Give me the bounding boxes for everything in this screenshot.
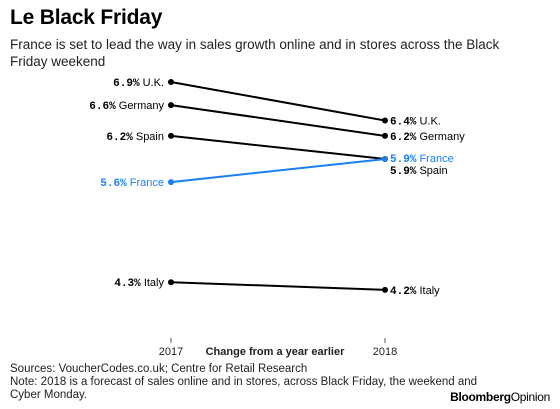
point-2017-germany [168, 102, 174, 109]
x-tick-label-2018: 2018 [373, 346, 397, 358]
point-2018-france [382, 156, 388, 162]
label-2018-italy: 4.2% Italy [390, 285, 440, 298]
chart-title: Le Black Friday [10, 6, 163, 29]
footer: Sources: VoucherCodes.co.uk; Centre for … [10, 363, 478, 402]
series-line-germany [170, 104, 386, 137]
forecast-note-line-1: Note: 2018 is a forecast of sales online… [10, 376, 478, 388]
point-2017-u-k [168, 79, 174, 85]
point-2017-italy [168, 279, 174, 286]
series-line-u-k [170, 81, 386, 122]
series-line-italy [170, 281, 386, 291]
label-2018-u-k: 6.4% U.K. [390, 116, 441, 129]
source-note: Sources: VoucherCodes.co.uk; Centre for … [10, 363, 308, 375]
label-2017-germany: 6.6% Germany [89, 100, 164, 113]
forecast-note-line-2: Cyber Monday. [10, 389, 88, 401]
label-2017-italy: 4.3% Italy [114, 277, 164, 290]
label-2017-u-k: 6.9% U.K. [113, 77, 164, 90]
label-2018-germany: 6.2% Germany [390, 131, 465, 144]
brand-part-1: Bloomberg [450, 390, 511, 404]
series-line-spain [170, 134, 386, 160]
label-2018-france: 5.9% France [390, 153, 454, 166]
label-2017-france: 5.6% France [100, 177, 164, 190]
point-2017-spain [168, 132, 174, 139]
label-2017-spain: 6.2% Spain [106, 131, 164, 144]
point-2017-france [168, 179, 174, 186]
point-2018-italy [382, 286, 388, 293]
label-2018-spain: 5.9% Spain [390, 165, 448, 178]
chart-subtitle: France is set to lead the way in sales g… [10, 37, 500, 69]
x-axis-title: Change from a year earlier [206, 346, 346, 358]
point-2018-germany [382, 132, 388, 139]
brand-part-2: Opinion [510, 390, 551, 404]
point-2018-u-k [382, 117, 388, 124]
x-tick-label-2017: 2017 [159, 346, 183, 358]
series-line-france [170, 158, 386, 184]
brand-logo: BloombergOpinion [450, 390, 550, 404]
